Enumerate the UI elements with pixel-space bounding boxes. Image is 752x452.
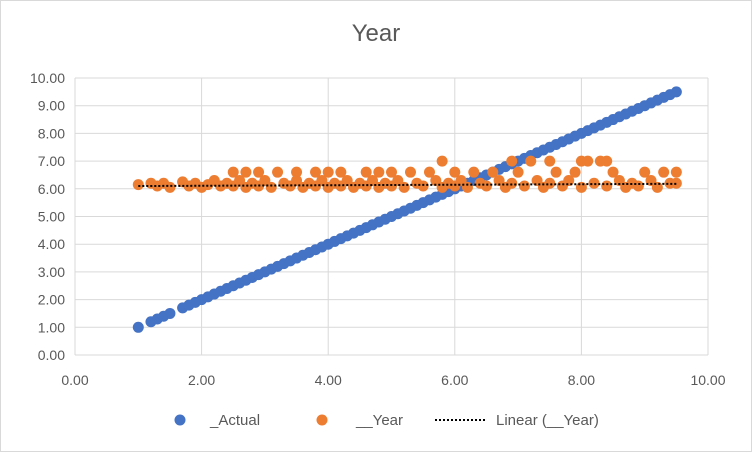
legend: _Actual __Year Linear (__Year) [174,412,599,429]
data-point [658,166,670,178]
data-point [651,181,663,193]
data-point [253,166,265,178]
y-tick-label: 10.00 [30,70,65,86]
y-tick-label: 6.00 [38,181,65,197]
legend-actual: _Actual [174,412,260,429]
data-point [132,321,144,333]
data-point [512,166,524,178]
data-point [449,166,461,178]
x-tick-label: 6.00 [441,372,468,388]
data-point [398,181,410,193]
data-point [373,166,385,178]
legend-year: __Year [316,412,403,429]
y-tick-label: 5.00 [38,209,65,225]
data-point [132,179,144,191]
y-tick-label: 0.00 [38,347,65,363]
data-point [227,166,239,178]
data-point [670,86,682,98]
data-point [569,166,581,178]
series-year [132,155,682,193]
data-point [360,166,372,178]
data-point [506,177,518,189]
y-tick-label: 7.00 [38,153,65,169]
data-point [240,166,252,178]
data-point [544,155,556,167]
x-tick-label: 10.00 [690,372,725,388]
data-point [310,166,322,178]
x-tick-label: 8.00 [568,372,595,388]
x-axis-ticks: 0.00 2.00 4.00 6.00 8.00 10.00 [61,372,725,388]
trendline-linear-year [138,182,677,188]
data-point [632,180,644,192]
data-point [164,181,176,193]
x-tick-label: 4.00 [315,372,342,388]
y-tick-label: 3.00 [38,264,65,280]
data-point [601,180,613,192]
data-point [461,181,473,193]
y-tick-label: 1.00 [38,319,65,335]
trendline [138,182,677,188]
data-point [607,166,619,178]
data-point [639,166,651,178]
data-series [132,86,682,333]
data-point [670,166,682,178]
data-point [582,155,594,167]
chart-title: Year [351,20,401,47]
y-tick-label: 8.00 [38,125,65,141]
legend-label: _Actual [209,412,260,429]
data-point [563,174,575,186]
data-point [272,166,284,178]
data-point [164,307,176,319]
data-point [525,155,537,167]
legend-label: __Year [355,412,403,429]
data-point [468,166,480,178]
data-point [423,166,435,178]
y-tick-label: 4.00 [38,236,65,252]
x-tick-label: 0.00 [61,372,88,388]
legend-trendline: Linear (__Year) [435,412,599,429]
data-point [322,166,334,178]
y-axis-ticks: 0.00 1.00 2.00 3.00 4.00 5.00 6.00 7.00 8.00 9.00… [30,70,65,363]
data-point [335,166,347,178]
data-point [487,166,499,178]
data-point [670,177,682,189]
series-actual [132,86,682,333]
data-point [518,180,530,192]
y-tick-label: 2.00 [38,292,65,308]
legend-label: Linear (__Year) [496,412,599,429]
legend-marker [174,414,186,426]
y-tick-label: 9.00 [38,98,65,114]
data-point [386,166,397,178]
x-tick-label: 2.00 [188,372,215,388]
data-point [506,155,518,167]
data-point [588,177,600,189]
data-point [436,155,448,167]
data-point [265,181,277,193]
data-point [544,177,556,189]
data-point [550,166,562,178]
data-point [575,181,587,193]
data-point [601,155,613,167]
data-point [417,180,429,192]
legend-marker [316,414,328,426]
data-point [404,166,416,178]
data-point [291,166,303,178]
data-point [480,180,492,192]
